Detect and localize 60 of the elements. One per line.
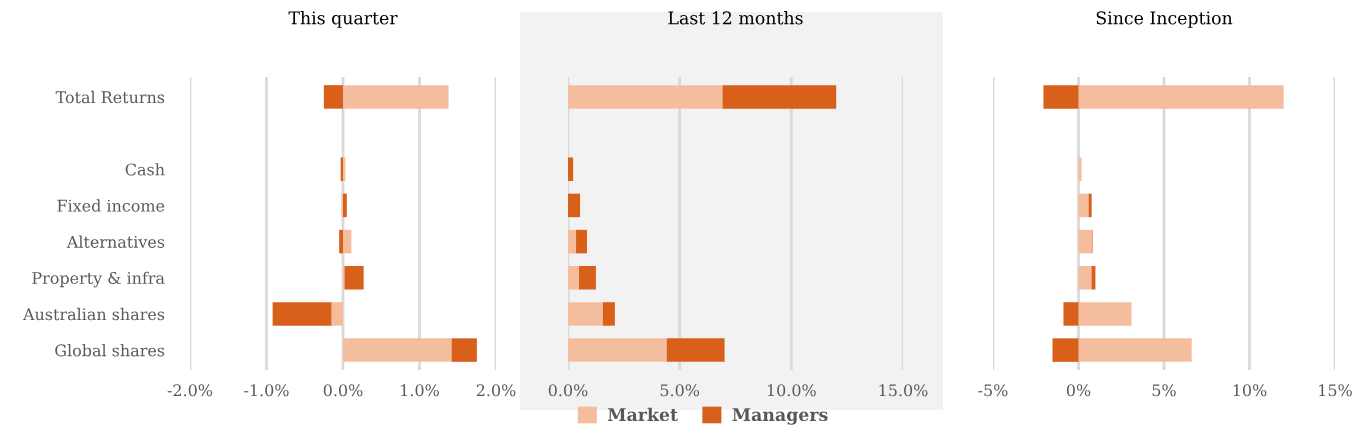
x-tick-label: 10.0% [767,384,816,397]
x-tick-label: -5% [978,384,1008,397]
bar [568,302,603,326]
bar [1091,266,1096,290]
chart-title: This quarter [288,11,398,28]
chart-title: Last 12 months [668,11,803,25]
x-tick-label: 0.0% [323,384,363,397]
bar [568,85,723,109]
bar [343,229,352,254]
x-tick-label: 5.0% [660,384,700,397]
bar [568,229,577,254]
x-tick-label: 0.0% [548,384,588,397]
bar [272,302,332,326]
x-tick-label: 15% [1319,384,1352,397]
bar [1078,302,1132,326]
bar [568,193,581,218]
x-tick-label: 2.0% [476,384,516,397]
bar [1088,193,1092,218]
x-tick-label: 0% [1066,384,1091,397]
bar [343,193,347,218]
y-tick-label: Australian shares [22,307,165,321]
bar [578,266,596,290]
bar [331,302,343,326]
x-tick-label: 1.0% [401,384,439,397]
bar [576,229,587,254]
x-tick-label: 15.0% [879,384,928,397]
bar [323,85,343,109]
bar [568,157,574,181]
y-tick-label: Property & infra [32,271,165,288]
bar [666,338,725,362]
x-tick-label: -1.0% [244,384,289,397]
legend-label: Managers [732,408,828,425]
bar [1078,85,1284,109]
bar [344,266,364,290]
bar [451,338,477,362]
bar [1078,193,1089,218]
x-tick-label: -2.0% [167,384,213,397]
y-tick-label: Fixed income [57,199,165,212]
x-tick-label: 10% [1233,384,1267,397]
y-tick-label: Cash [125,163,165,176]
bar [1078,266,1092,290]
y-tick-label: Global shares [55,344,165,357]
bar [343,338,452,362]
bar [1078,157,1082,181]
bar [1043,85,1079,109]
bar [339,229,343,254]
bar [722,85,837,109]
bar [1078,338,1192,362]
chart-title: Since Inception [1096,11,1233,28]
y-tick-label: Alternatives [66,235,165,248]
bar [1052,338,1079,362]
x-tick-label: 5% [1152,384,1176,397]
y-tick-label: Total Returns [55,90,165,104]
bar [602,302,615,326]
bar [343,85,449,109]
legend-label: Market [608,407,678,422]
bar [1063,302,1079,326]
bar [568,338,667,362]
bar [568,266,579,290]
bar [1078,229,1092,254]
